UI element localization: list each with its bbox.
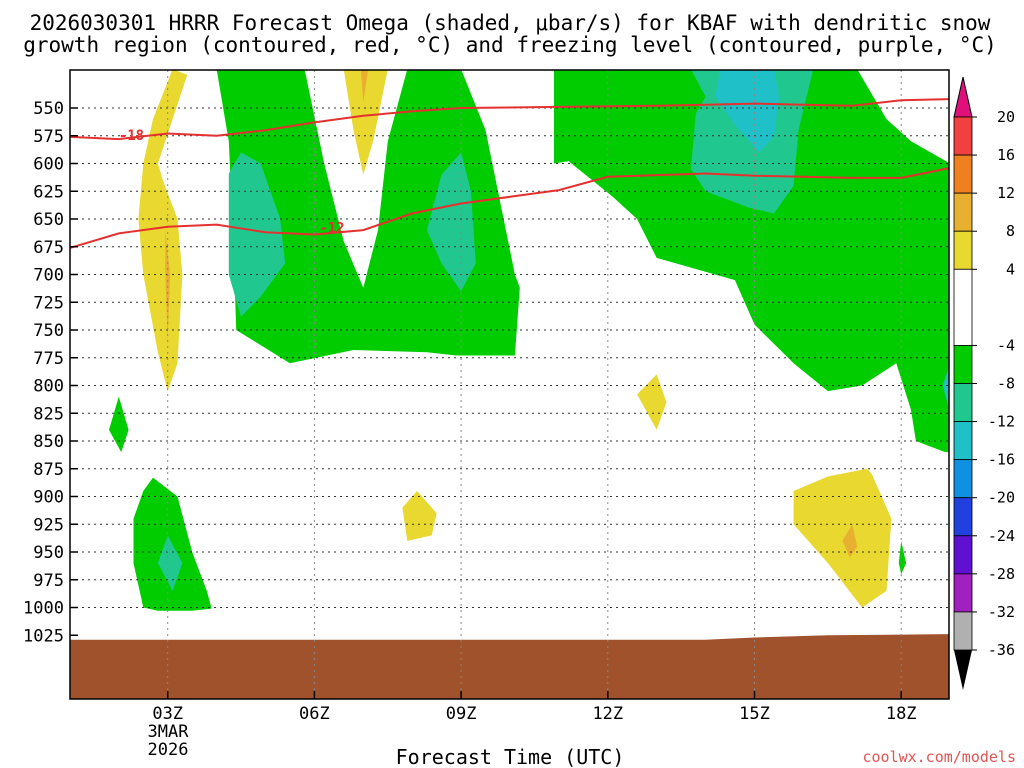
colorbar-band-12-8 (953, 192, 973, 232)
omega-ascent-teal-west (228, 152, 286, 317)
colorbar-label--8: -8 (997, 375, 1015, 393)
y-tick-label-750: 750 (33, 321, 64, 341)
colorbar-band--12--16 (953, 421, 973, 461)
y-tick-label-550: 550 (33, 99, 64, 119)
colorbar-label-20: 20 (997, 108, 1015, 126)
colorbar-label-12: 12 (997, 184, 1015, 202)
omega-ascent-cyan-east (715, 70, 779, 153)
colorbar-label-16: 16 (997, 146, 1015, 164)
y-tick-label-625: 625 (33, 182, 64, 202)
colorbar-label--20: -20 (988, 489, 1015, 507)
dgz-minus18-label: -18 (119, 128, 144, 144)
dgz-minus12-label: -12 (319, 220, 344, 236)
colorbar: 20 16 12 8 4 -4 -8 -12 -16 -20 -24 -28 -32 -36 (953, 76, 1015, 690)
colorbar-label--32: -32 (988, 603, 1015, 621)
y-tick-label-850: 850 (33, 432, 64, 452)
omega-descent-yellow-800 (637, 374, 667, 430)
date-label-year: 2026 (148, 740, 189, 760)
y-tick-label-675: 675 (33, 238, 64, 258)
colorbar-label-8: 8 (1006, 222, 1015, 240)
y-tick-label-600: 600 (33, 155, 64, 175)
y-tick-label-975: 975 (33, 571, 64, 591)
y-tick-label-575: 575 (33, 127, 64, 147)
colorbar-band--16--20 (953, 459, 973, 499)
x-axis: 03Z 06Z 09Z 12Z 15Z 18Z (152, 691, 917, 724)
dgz-minus12-line (70, 167, 949, 249)
colorbar-label--4: -4 (997, 336, 1015, 354)
omega-descent-orange-top (360, 70, 369, 103)
omega-descent-orange-west (165, 230, 171, 342)
terrain-layer (70, 634, 949, 699)
dgz-minus18-line (70, 98, 949, 141)
x-tick-label-09Z: 09Z (446, 704, 477, 724)
y-axis: 550 575 600 625 650 675 700 725 750 775 800 825 850 8… (23, 99, 78, 646)
y-tick-label-1025: 1025 (23, 626, 64, 646)
omega-descent-yellow-908 (402, 491, 437, 541)
colorbar-band-8-4 (953, 230, 973, 270)
omega-descent-yellow-top (343, 70, 388, 175)
omega-ascent-green-southwest (133, 477, 212, 611)
x-tick-label-03Z: 03Z (152, 704, 183, 724)
omega-shading (109, 70, 949, 611)
omega-descent-yellow-west (138, 70, 188, 392)
date-label-day: 3MAR (148, 722, 190, 742)
credit-text: coolwx.com/models (862, 748, 1016, 766)
x-tick-label-18Z: 18Z (886, 704, 917, 724)
colorbar-band--28--32 (953, 573, 973, 613)
colorbar-band-20-16 (953, 116, 973, 156)
omega-ascent-green-small-se (898, 540, 907, 575)
y-tick-label-900: 900 (33, 488, 64, 508)
colorbar-label--28: -28 (988, 565, 1015, 583)
y-tick-label-1000: 1000 (23, 599, 64, 619)
x-tick-label-12Z: 12Z (592, 704, 623, 724)
colorbar-label--36: -36 (988, 641, 1015, 659)
x-tick-label-06Z: 06Z (299, 704, 330, 724)
colorbar-label--24: -24 (988, 527, 1015, 545)
colorbar-band--4--8 (953, 345, 973, 384)
colorbar-band-4--4 (953, 268, 973, 346)
omega-descent-yellow-se (793, 468, 892, 608)
colorbar-band--8--12 (953, 383, 973, 422)
y-tick-label-775: 775 (33, 349, 64, 369)
omega-ascent-teal-southwest (157, 535, 183, 591)
terrain (70, 634, 949, 699)
grid-lines (70, 70, 949, 699)
omega-ascent-green-west (216, 70, 520, 364)
y-tick-label-700: 700 (33, 266, 64, 286)
x-tick-label-15Z: 15Z (739, 704, 770, 724)
omega-ascent-teal-mid (426, 152, 476, 292)
y-tick-label-650: 650 (33, 210, 64, 230)
x-axis-label: Forecast Time (UTC) (396, 745, 625, 768)
y-tick-label-950: 950 (33, 543, 64, 563)
colorbar-band-16-12 (953, 154, 973, 194)
colorbar-label-4: 4 (1006, 260, 1015, 278)
y-tick-label-800: 800 (33, 377, 64, 397)
colorbar-top-arrow (953, 76, 973, 118)
omega-descent-orange-se (842, 524, 858, 558)
colorbar-label--16: -16 (988, 451, 1015, 469)
y-tick-label-875: 875 (33, 460, 64, 480)
dgz-contours: -18 -12 (70, 98, 949, 249)
chart-title-line2: growth region (contoured, red, °C) and f… (23, 33, 997, 57)
plot-frame (69, 69, 950, 700)
omega-ascent-green-east (554, 70, 949, 453)
colorbar-band--24--28 (953, 535, 973, 575)
y-tick-label-725: 725 (33, 293, 64, 313)
colorbar-band--32--36 (953, 611, 973, 651)
colorbar-label--12: -12 (988, 413, 1015, 431)
omega-ascent-green-spike (109, 396, 129, 453)
omega-ascent-cyan-edge (942, 366, 949, 410)
y-tick-label-925: 925 (33, 515, 64, 535)
colorbar-band--20--24 (953, 497, 973, 537)
y-tick-label-825: 825 (33, 404, 64, 424)
colorbar-bottom-arrow (954, 650, 972, 690)
chart-title-line1: 2026030301 HRRR Forecast Omega (shaded, … (30, 11, 991, 35)
